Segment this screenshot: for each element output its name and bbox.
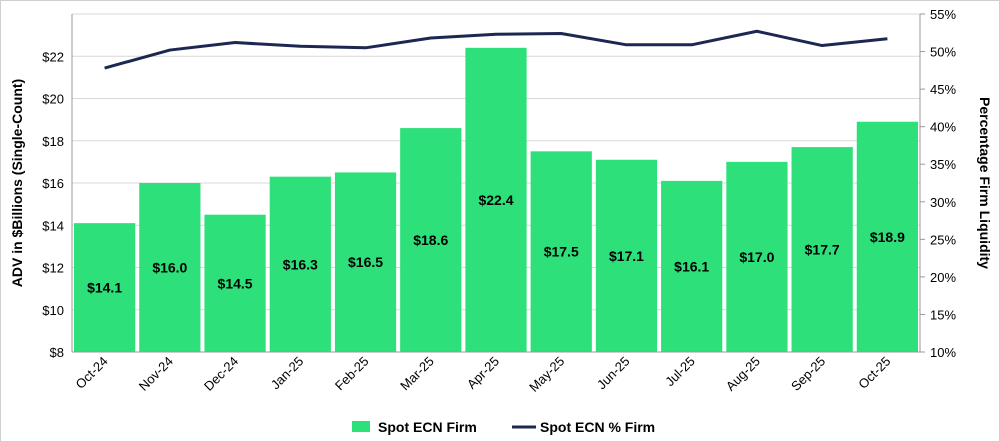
bar-data-label: $17.1 xyxy=(609,248,644,264)
legend-bar-label: Spot ECN Firm xyxy=(378,419,477,435)
bar xyxy=(791,147,853,352)
bar-data-label: $18.6 xyxy=(413,232,448,248)
y2-tick-label: 15% xyxy=(930,307,956,322)
y-tick-label: $8 xyxy=(50,345,64,360)
y-tick-label: $14 xyxy=(42,218,64,233)
bars: $14.1 $16.0 $14.5 $16.3 $16.5 $18.6 $22.4 $17.5… xyxy=(74,47,918,353)
bar xyxy=(74,223,136,352)
y2-tick-label: 35% xyxy=(930,157,956,172)
bar xyxy=(400,128,462,352)
bar-data-label: $22.4 xyxy=(478,192,513,208)
legend-bar-swatch xyxy=(352,421,370,432)
y2-tick-label: 25% xyxy=(930,232,956,247)
bar-data-label: $17.0 xyxy=(739,249,774,265)
bar-data-label: $17.7 xyxy=(805,242,840,258)
y2-tick-label: 40% xyxy=(930,120,956,135)
bar-data-label: $16.5 xyxy=(348,254,383,270)
bar xyxy=(595,159,658,352)
bar-data-label: $16.0 xyxy=(152,260,187,276)
y2-tick-label: 55% xyxy=(930,7,956,22)
bar-data-label: $17.5 xyxy=(544,244,579,260)
bar-data-label: $16.3 xyxy=(283,256,318,272)
y2-tick-label: 30% xyxy=(930,195,956,210)
y2-tick-label: 10% xyxy=(930,345,956,360)
y-tick-label: $20 xyxy=(42,92,64,107)
bar xyxy=(726,161,788,352)
y2-tick-label: 45% xyxy=(930,82,956,97)
bar xyxy=(661,180,723,352)
y2-tick-label: 50% xyxy=(930,45,956,60)
legend-line-label: Spot ECN % Firm xyxy=(540,419,655,435)
y-tick-label: $18 xyxy=(42,134,64,149)
bar xyxy=(856,121,918,352)
bar xyxy=(465,47,527,353)
y-tick-label: $12 xyxy=(42,261,64,276)
bar-data-label: $16.1 xyxy=(674,258,709,274)
bar xyxy=(530,151,592,352)
bar-data-label: $18.9 xyxy=(870,229,905,245)
bar xyxy=(139,183,201,352)
bar xyxy=(204,214,266,352)
y-axis-title: ADV in $Billions (Single-Count) xyxy=(9,79,25,287)
bar xyxy=(334,172,397,352)
bar-data-label: $14.1 xyxy=(87,280,122,296)
y2-tick-label: 20% xyxy=(930,270,956,285)
bar xyxy=(269,176,331,352)
legend: Spot ECN Firm Spot ECN % Firm xyxy=(352,419,655,435)
bar-data-label: $14.5 xyxy=(218,275,253,291)
y-tick-label: $10 xyxy=(42,303,64,318)
y2-axis-title: Percentage Firm Liquidity xyxy=(977,97,993,269)
line-series xyxy=(104,29,888,70)
y-tick-label: $16 xyxy=(42,176,64,191)
y-tick-label: $22 xyxy=(42,49,64,64)
